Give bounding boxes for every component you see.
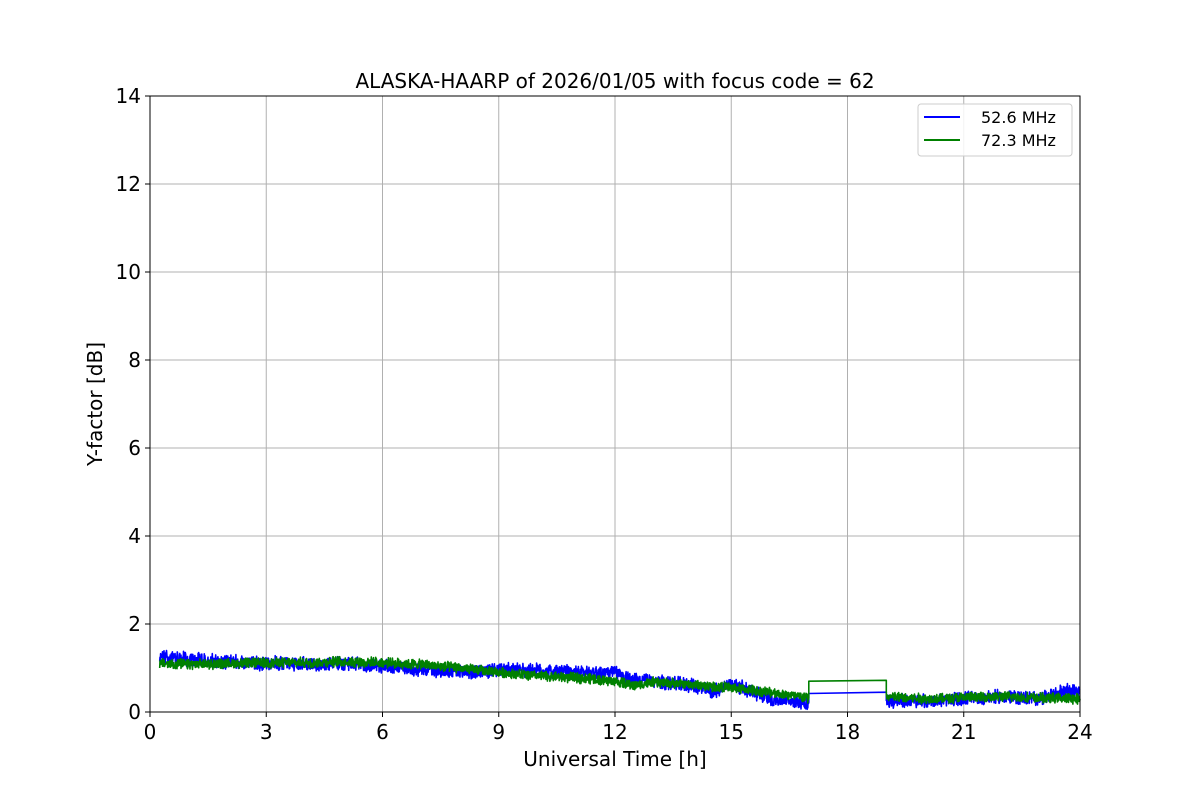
series-layer	[158, 649, 1081, 711]
x-tick-label: 9	[492, 720, 505, 744]
legend-label-52-6-mhz: 52.6 MHz	[981, 108, 1056, 127]
y-tick-label: 2	[128, 612, 141, 636]
x-tick-label: 18	[835, 720, 860, 744]
x-tick-label: 24	[1067, 720, 1092, 744]
x-tick-label: 15	[719, 720, 744, 744]
y-tick-label: 6	[128, 436, 141, 460]
x-tick-label: 21	[951, 720, 976, 744]
x-axis-label: Universal Time [h]	[523, 747, 706, 771]
y-axis-label: Y-factor [dB]	[83, 342, 107, 467]
legend-label-72-3-mhz: 72.3 MHz	[981, 131, 1056, 150]
x-tick-label: 12	[602, 720, 627, 744]
y-tick-label: 12	[116, 172, 141, 196]
y-tick-label: 14	[116, 84, 141, 108]
chart-title: ALASKA-HAARP of 2026/01/05 with focus co…	[355, 69, 874, 93]
y-tick-label: 4	[128, 524, 141, 548]
y-tick-label: 10	[116, 260, 141, 284]
y-tick-label: 0	[128, 700, 141, 724]
legend: 52.6 MHz 72.3 MHz	[917, 103, 1073, 157]
x-tick-label: 6	[376, 720, 389, 744]
x-tick-label: 3	[260, 720, 273, 744]
series-line-72-3-mhz	[158, 655, 1081, 705]
series-line-52-6-mhz	[158, 649, 1081, 711]
y-tick-label: 8	[128, 348, 141, 372]
x-tick-label: 0	[144, 720, 157, 744]
